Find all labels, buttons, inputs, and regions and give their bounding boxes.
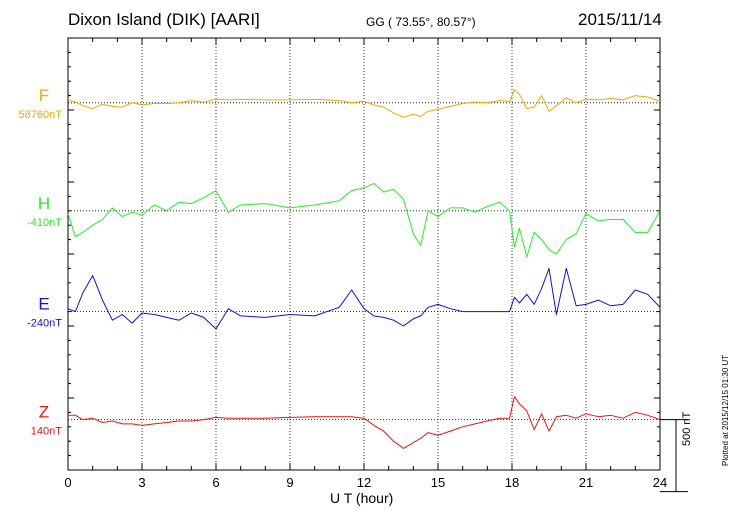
baseline-value-z: 140nT (31, 426, 62, 438)
x-tick-label: 0 (64, 475, 71, 490)
x-tick-label: 6 (212, 475, 219, 490)
x-tick-label: 24 (653, 475, 667, 490)
x-tick-label: 9 (286, 475, 293, 490)
x-tick-label: 18 (505, 475, 519, 490)
channel-label-e: E (38, 295, 49, 314)
x-tick-label: 21 (579, 475, 593, 490)
series-line-e (67, 267, 661, 330)
baseline-value-f: 58760nT (19, 109, 63, 121)
station-title: Dixon Island (DIK) [AARI] (68, 10, 260, 29)
x-tick-label: 3 (138, 475, 145, 490)
channel-label-z: Z (39, 403, 49, 422)
baseline-value-h: -410nT (27, 217, 62, 229)
series-line-h (67, 182, 661, 258)
x-tick-label: 12 (357, 475, 371, 490)
series-line-f (67, 89, 661, 118)
plot-timestamp: Plotted at 2015/12/15 01:30 UT (721, 354, 730, 466)
channel-label-f: F (39, 86, 49, 105)
x-tick-label: 15 (431, 475, 445, 490)
x-axis-label: U T (hour) (330, 490, 394, 506)
chart-date: 2015/11/14 (578, 10, 662, 29)
series-line-z (68, 396, 661, 449)
channel-label-h: H (38, 194, 50, 213)
geographic-coordinates: GG ( 73.55°, 80.57°) (366, 15, 476, 29)
scale-bar-label: 500 nT (681, 411, 693, 446)
baseline-value-e: -240nT (27, 318, 62, 330)
